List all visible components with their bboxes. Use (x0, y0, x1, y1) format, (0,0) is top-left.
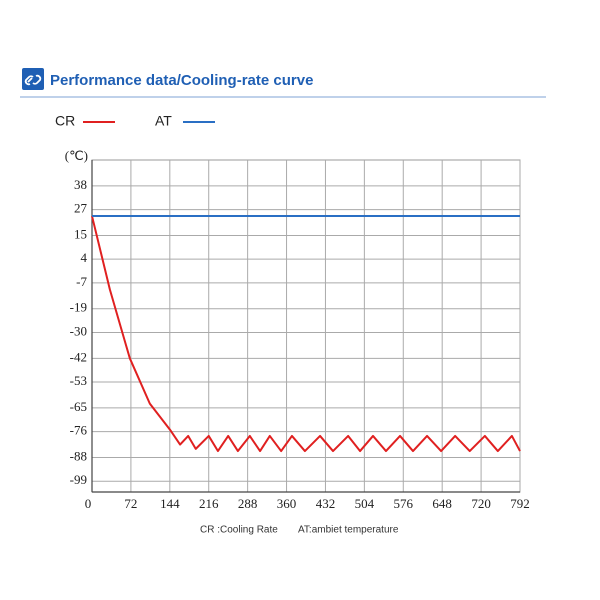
y-tick-label: -7 (76, 274, 87, 289)
y-tick-label: 4 (81, 250, 88, 265)
x-tick-label: 792 (510, 496, 530, 511)
x-tick-label: 72 (124, 496, 137, 511)
x-tick-label: 720 (471, 496, 491, 511)
series-line (91, 215, 521, 453)
y-tick-label: 38 (74, 177, 87, 192)
y-axis-label: (℃) (65, 148, 88, 163)
y-tick-label: -99 (70, 472, 87, 487)
y-tick-label: 27 (74, 201, 88, 216)
link-icon (24, 74, 42, 86)
y-tick-label: -30 (70, 323, 87, 338)
y-tick-label: -42 (70, 349, 87, 364)
x-tick-label: 288 (238, 496, 258, 511)
note: CR :Cooling Rate (200, 525, 278, 536)
x-tick-label: 432 (316, 496, 336, 511)
y-tick-label: -88 (70, 448, 87, 463)
legend-label: AT (155, 113, 172, 129)
x-tick-label: 504 (355, 496, 375, 511)
y-tick-label: 15 (74, 226, 87, 241)
x-tick-label: 648 (432, 496, 452, 511)
y-tick-label: -53 (70, 373, 87, 388)
note: AT:ambiet temperature (298, 525, 399, 536)
y-tick-label: -76 (70, 423, 88, 438)
chart-title: Performance data/Cooling-rate curve (50, 72, 313, 89)
x-tick-label: 576 (394, 496, 414, 511)
y-tick-label: -19 (70, 300, 87, 315)
x-tick-label: 0 (85, 496, 92, 511)
x-tick-label: 360 (277, 496, 297, 511)
x-tick-label: 144 (160, 496, 180, 511)
legend-label: CR (55, 113, 75, 129)
y-tick-label: -65 (70, 399, 87, 414)
x-tick-label: 216 (199, 496, 219, 511)
